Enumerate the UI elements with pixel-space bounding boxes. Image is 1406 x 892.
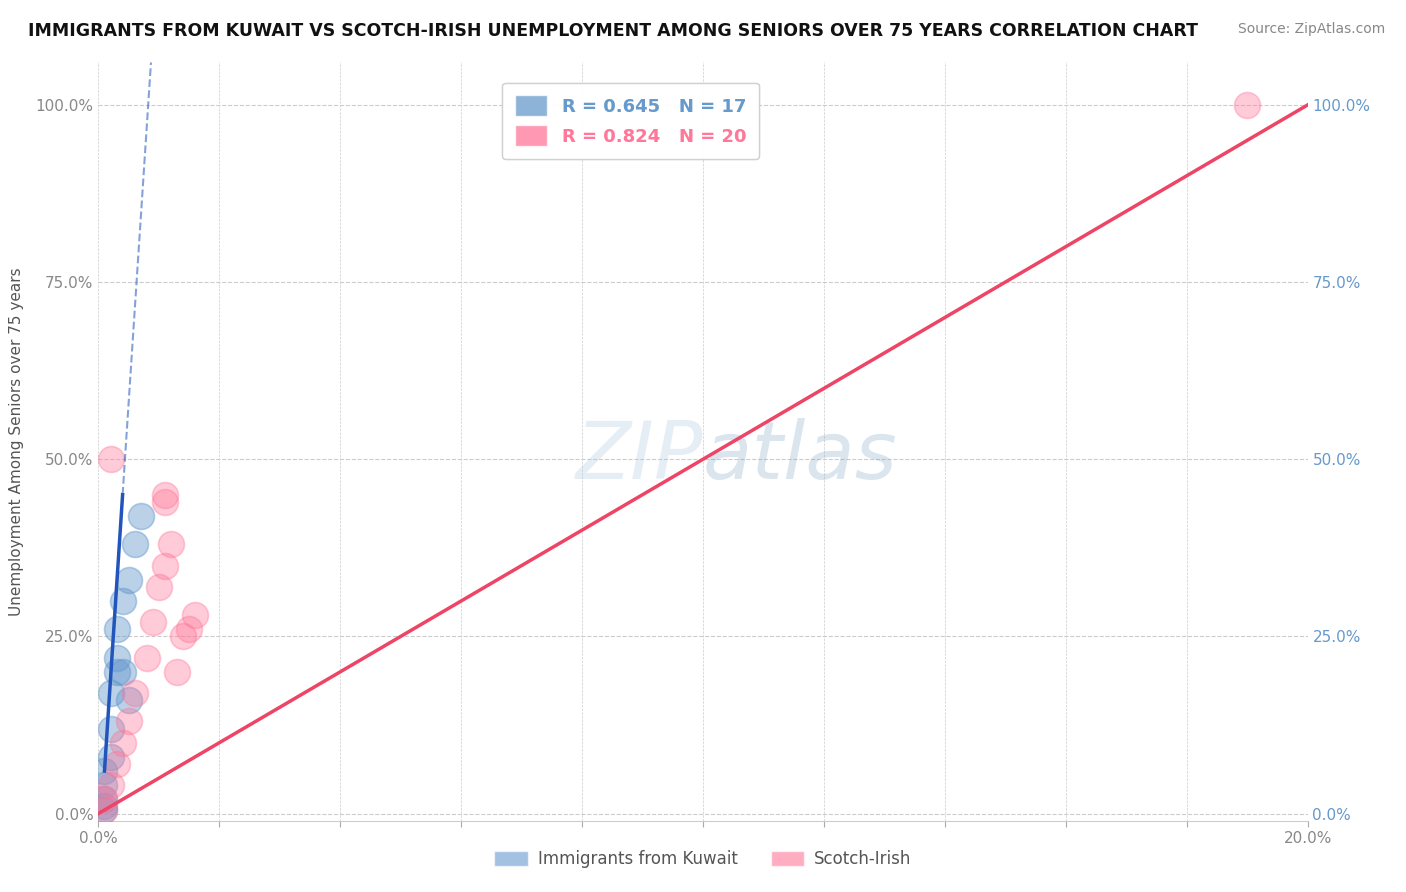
Point [166,665,188,679]
Point [93,803,115,817]
Point [111,736,134,750]
Point [105,665,128,679]
Legend: Immigrants from Kuwait, Scotch-Irish: Immigrants from Kuwait, Scotch-Irish [488,844,918,875]
Point [105,623,128,637]
Text: atlas: atlas [703,417,898,496]
Point [118,573,141,587]
Point [111,665,134,679]
Point [111,594,134,608]
Point [105,756,128,771]
Point [124,537,146,551]
Y-axis label: Unemployment Among Seniors over 75 years: Unemployment Among Seniors over 75 years [10,268,24,615]
Point [100,778,122,792]
Point [100,750,122,764]
Point [93,803,115,817]
Text: ZIP: ZIP [575,417,703,496]
Point [100,722,122,736]
Point [118,714,141,729]
Point [153,488,176,502]
Point [160,537,183,551]
Point [179,623,201,637]
Legend: R = 0.645   N = 17, R = 0.824   N = 20: R = 0.645 N = 17, R = 0.824 N = 20 [502,83,759,159]
Point [100,686,122,700]
Point [184,608,207,623]
Point [118,693,141,707]
Point [93,764,115,778]
Point [172,629,194,643]
Point [1236,98,1258,112]
Point [93,792,115,806]
Point [129,508,152,523]
Point [105,650,128,665]
Point [93,799,115,814]
Point [100,452,122,467]
Text: IMMIGRANTS FROM KUWAIT VS SCOTCH-IRISH UNEMPLOYMENT AMONG SENIORS OVER 75 YEARS : IMMIGRANTS FROM KUWAIT VS SCOTCH-IRISH U… [28,22,1198,40]
Point [142,615,165,630]
Point [148,580,170,594]
Point [93,778,115,792]
Point [153,495,176,509]
Point [153,558,176,573]
Point [135,650,157,665]
Point [93,792,115,806]
Point [124,686,146,700]
Text: Source: ZipAtlas.com: Source: ZipAtlas.com [1237,22,1385,37]
